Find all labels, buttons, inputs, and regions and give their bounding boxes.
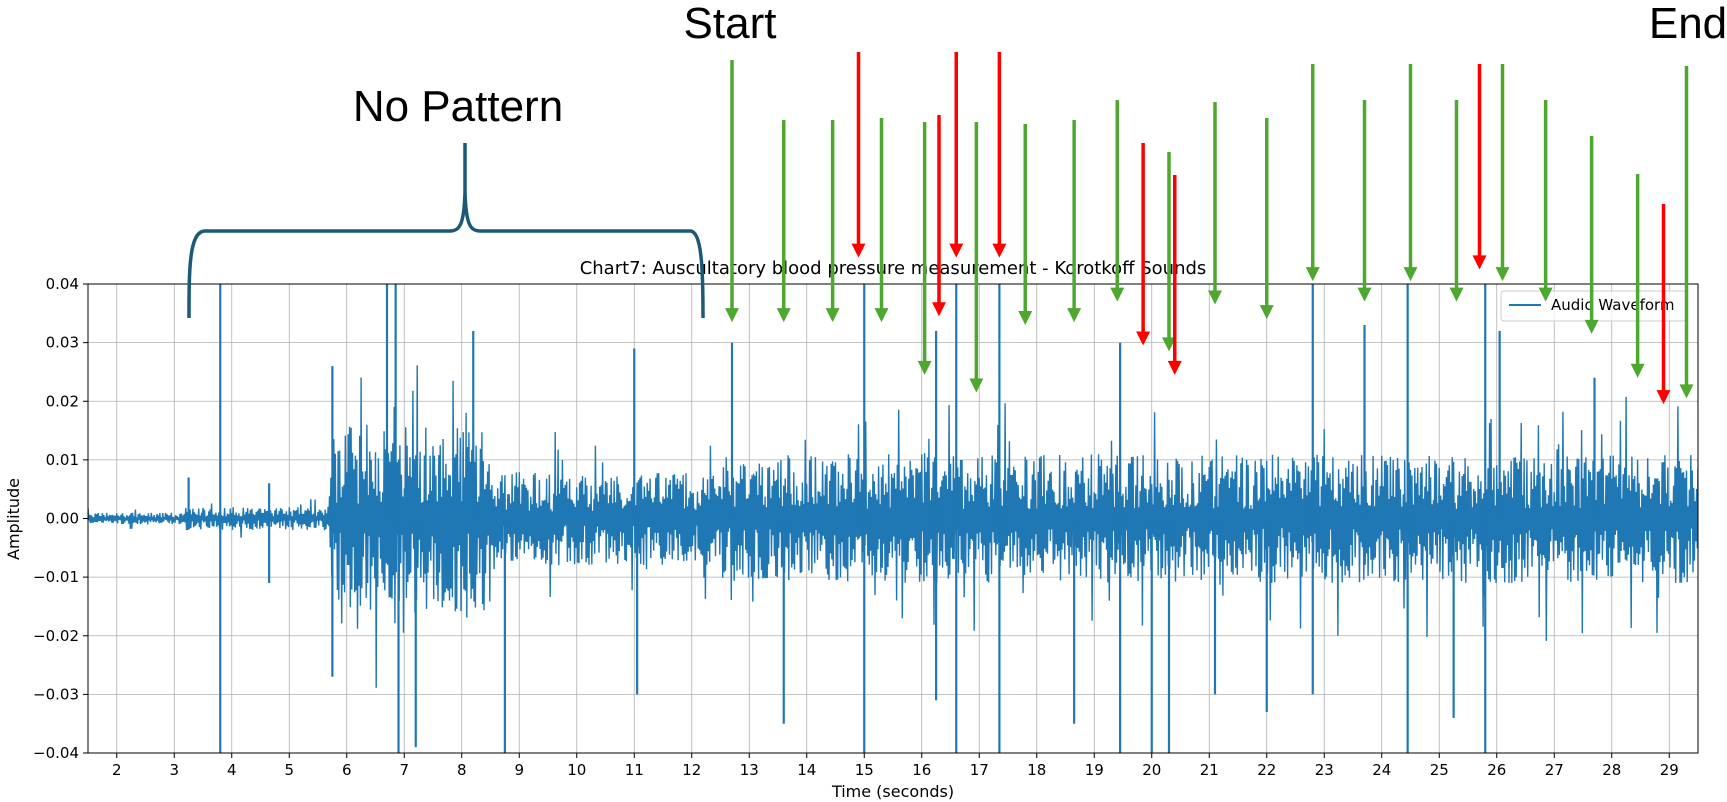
y-tick-label: 0.01: [46, 451, 79, 469]
chart-title: Chart7: Auscultatory blood pressure meas…: [580, 258, 1207, 279]
green-arrow: [1067, 120, 1082, 323]
red-arrow: [992, 52, 1007, 258]
green-arrow: [1495, 64, 1510, 282]
y-axis-ticks: 0.04 0.03 0.02 0.01 0.00 −0.01 −0.02 −0.03 −0.04: [33, 275, 88, 762]
x-axis-title: Time (seconds): [831, 782, 954, 801]
start-label: Start: [684, 0, 777, 48]
x-tick-label: 12: [682, 761, 701, 779]
green-arrow: [825, 120, 840, 323]
red-arrow: [1472, 64, 1487, 270]
x-tick-label: 25: [1430, 761, 1449, 779]
green-arrow: [1259, 118, 1274, 320]
y-tick-label: −0.02: [33, 627, 79, 645]
x-tick-label: 3: [169, 761, 179, 779]
x-tick-label: 23: [1315, 761, 1334, 779]
x-tick-label: 24: [1372, 761, 1391, 779]
waveform-spikes: [187, 284, 1596, 753]
x-tick-label: 19: [1085, 761, 1104, 779]
y-tick-label: 0.04: [46, 275, 79, 293]
green-arrow: [1208, 102, 1222, 305]
green-arrow: [1630, 174, 1645, 378]
x-tick-label: 4: [227, 761, 237, 779]
green-arrow: [1449, 100, 1464, 302]
no-pattern-label: No Pattern: [353, 82, 563, 131]
y-tick-label: 0.00: [46, 510, 79, 528]
green-arrow: [1110, 100, 1125, 302]
red-arrow: [949, 52, 964, 258]
red-arrow: [1136, 143, 1151, 346]
y-tick-label: −0.04: [33, 744, 79, 762]
audio-waveform-line: [88, 365, 1698, 688]
green-arrow: [1357, 100, 1372, 302]
red-arrow: [1656, 204, 1671, 405]
green-arrow: [969, 122, 984, 393]
y-axis-title: Amplitude: [4, 478, 23, 560]
red-arrow: [1167, 175, 1182, 375]
x-tick-label: 6: [342, 761, 352, 779]
x-tick-label: 26: [1487, 761, 1506, 779]
x-tick-label: 20: [1142, 761, 1161, 779]
green-arrow: [917, 122, 932, 375]
x-tick-label: 10: [567, 761, 586, 779]
x-tick-label: 17: [970, 761, 989, 779]
green-arrow: [1162, 152, 1176, 352]
green-arrow: [1305, 64, 1320, 282]
x-tick-label: 13: [740, 761, 759, 779]
x-tick-label: 15: [855, 761, 874, 779]
legend-label: Audio Waveform: [1551, 296, 1675, 314]
x-tick-label: 8: [457, 761, 467, 779]
x-tick-label: 7: [399, 761, 409, 779]
green-arrow: [776, 120, 791, 323]
x-axis-ticks: 2 3 4 5 6 7 8 9 10 11 12 13 14 15 16 17 18 19 20 21 22 23 24 25…: [112, 753, 1679, 779]
x-tick-label: 5: [284, 761, 294, 779]
x-tick-label: 28: [1602, 761, 1621, 779]
x-tick-label: 22: [1257, 761, 1276, 779]
no-pattern-brace: [187, 143, 705, 319]
x-tick-label: 29: [1660, 761, 1679, 779]
y-tick-label: −0.03: [33, 685, 79, 703]
green-arrow: [1403, 64, 1418, 282]
x-tick-label: 16: [912, 761, 931, 779]
green-arrow: [1538, 100, 1553, 302]
green-arrow: [1018, 124, 1033, 326]
green-arrow: [1679, 66, 1694, 399]
x-tick-label: 9: [514, 761, 524, 779]
red-arrow: [851, 52, 866, 258]
x-tick-label: 14: [797, 761, 816, 779]
red-arrow: [932, 115, 946, 317]
x-tick-label: 21: [1200, 761, 1219, 779]
y-tick-label: 0.03: [46, 334, 79, 352]
x-tick-label: 18: [1027, 761, 1046, 779]
green-arrow: [725, 60, 739, 323]
green-arrow: [874, 118, 889, 323]
x-tick-label: 2: [112, 761, 122, 779]
green-arrow: [1584, 136, 1599, 334]
y-tick-label: 0.02: [46, 392, 79, 410]
legend: Audio Waveform: [1500, 290, 1687, 322]
annotation-arrows: [725, 52, 1694, 405]
x-tick-label: 11: [625, 761, 644, 779]
y-tick-label: −0.01: [33, 568, 79, 586]
end-label: End: [1649, 0, 1727, 48]
x-tick-label: 27: [1545, 761, 1564, 779]
